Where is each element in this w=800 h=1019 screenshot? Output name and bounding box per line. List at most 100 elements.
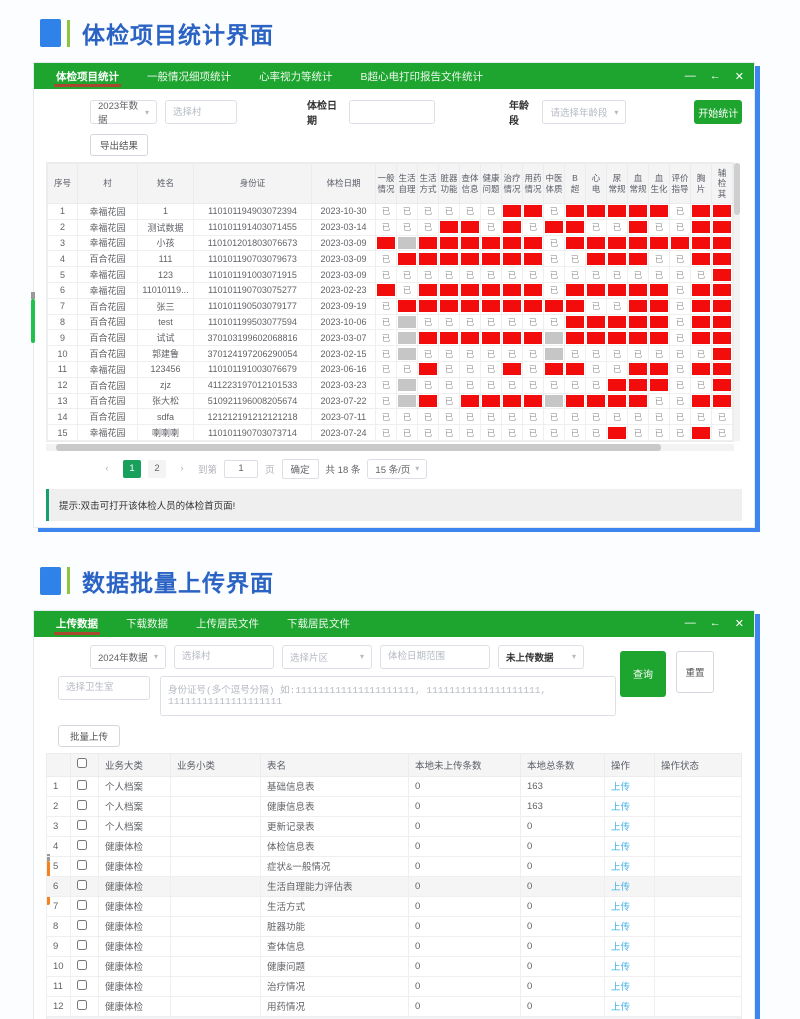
row-checkbox[interactable] xyxy=(77,799,87,810)
table-row[interactable]: 12 百合花园 zjz 411223197012101533 2023-03-23 已已已… xyxy=(47,376,733,394)
upload-link[interactable]: 上传 xyxy=(611,782,631,794)
missing-red-block xyxy=(419,363,437,376)
exam-date-range-input[interactable] xyxy=(380,644,490,669)
panel2-tab-3[interactable]: 下载居民文件 xyxy=(287,618,350,631)
row-checkbox[interactable] xyxy=(77,899,87,910)
goto-page-input[interactable] xyxy=(224,459,259,478)
table-row[interactable]: 1 幸福花园 1 110101194903072394 2023-10-30 已已已已已已… xyxy=(47,203,733,220)
exam-statistics-panel: 体检项目统计 一般情况细项统计 心率视力等统计 B超心电打印报告文件统计 — ← ✕ … xyxy=(31,62,755,528)
close-icon[interactable]: ✕ xyxy=(734,70,744,83)
year-select[interactable]: 2023年数据 ▾ xyxy=(90,100,157,126)
area-select[interactable]: 选择片区 ▾ xyxy=(282,644,372,669)
table-row[interactable]: 3 幸福花园 小孩 110101201803076673 2023-03-09 已 xyxy=(47,234,733,252)
upload-link[interactable]: 上传 xyxy=(611,822,631,834)
minimize-icon[interactable]: — xyxy=(684,617,696,630)
next-page-icon[interactable]: › xyxy=(180,463,184,475)
row-checkbox[interactable] xyxy=(77,859,87,870)
row-checkbox[interactable] xyxy=(77,919,87,930)
table-row[interactable]: 8 百合花园 test 110101199503077594 2023-10-06 已已已… xyxy=(47,313,733,331)
table-row[interactable]: 6 幸福花园 11010119... 110101190703075277 2023-0… xyxy=(47,281,733,299)
age-range-select[interactable]: 请选择年龄段 ▾ xyxy=(542,100,627,124)
table-row[interactable]: 9 百合花园 试试 370103199602068816 2023-03-07 已 已 xyxy=(47,329,733,347)
panel2-tab-0[interactable]: 上传数据 xyxy=(54,611,100,637)
row-checkbox[interactable] xyxy=(77,819,87,830)
row-checkbox[interactable] xyxy=(77,879,87,890)
village-input[interactable] xyxy=(174,644,274,669)
upload-link[interactable]: 上传 xyxy=(611,982,631,994)
status-cell: 已 xyxy=(480,376,502,394)
year-select[interactable]: 2024年数据 ▾ xyxy=(90,644,166,669)
back-arrow-icon[interactable]: ← xyxy=(709,617,721,630)
cell-village: 百合花园 xyxy=(77,376,138,394)
upload-link[interactable]: 上传 xyxy=(611,842,631,854)
start-statistics-button[interactable]: 开始统计 xyxy=(694,100,742,124)
cell-no: 4 xyxy=(47,250,78,268)
table-row[interactable]: 5 幸福花园 123 110101191003071915 2023-03-09 已已已已… xyxy=(47,266,733,283)
row-checkbox[interactable] xyxy=(77,839,87,850)
missing-red-block xyxy=(377,236,395,249)
table-row[interactable]: 14 百合花园 sdfa 121212191212121218 2023-07-11 已已… xyxy=(47,408,733,426)
table-row[interactable]: 11 幸福花园 123456 110101191003076679 2023-06-16… xyxy=(47,360,733,378)
table-row[interactable]: 15 幸福花园 喇喇喇 110101190703073714 2023-07-24 已已已… xyxy=(47,424,733,441)
prev-page-icon[interactable]: ‹ xyxy=(105,463,109,475)
id-numbers-textarea[interactable] xyxy=(160,675,616,716)
row-checkbox[interactable] xyxy=(77,979,87,990)
status-cell xyxy=(711,234,733,252)
upload-link[interactable]: 上传 xyxy=(611,1002,631,1014)
panel2-tab-1[interactable]: 下载数据 xyxy=(126,618,168,631)
table-row[interactable]: 13 百合花园 张大松 510921196008205674 2023-07-22 已已已… xyxy=(47,392,733,410)
exam-date-input[interactable] xyxy=(348,100,435,124)
cell-date: 2023-10-30 xyxy=(311,203,376,220)
status-cell: 已 xyxy=(480,408,502,426)
query-button[interactable]: 查询 xyxy=(620,650,666,697)
row-checkbox[interactable] xyxy=(77,939,87,950)
panel1-tab-0[interactable]: 体检项目统计 xyxy=(54,63,121,89)
minimize-icon[interactable]: — xyxy=(684,69,696,82)
table-row[interactable]: 10 百合花园 郭建鲁 370124197206290054 2023-02-15 已已已… xyxy=(47,345,733,362)
cell-not-uploaded: 0 xyxy=(408,935,521,957)
upload-link[interactable]: 上传 xyxy=(611,922,631,934)
panel1-scroll-indicator[interactable] xyxy=(31,292,35,343)
panel1-tab-2[interactable]: 心率视力等统计 xyxy=(259,70,333,83)
upload-link[interactable]: 上传 xyxy=(611,862,631,874)
upload-link[interactable]: 上传 xyxy=(611,802,631,814)
select-all-checkbox[interactable] xyxy=(77,758,87,769)
done-glyph: 已 xyxy=(591,301,601,312)
cell-no: 10 xyxy=(47,345,78,362)
cell-total: 0 xyxy=(520,955,605,977)
export-results-button[interactable]: 导出结果 xyxy=(90,134,148,156)
page-number-1[interactable]: 1 xyxy=(123,459,141,478)
close-icon[interactable]: ✕ xyxy=(734,618,744,631)
page-number-2[interactable]: 2 xyxy=(148,459,166,478)
status-cell xyxy=(501,392,523,410)
upload-state-select[interactable]: 未上传数据 ▾ xyxy=(498,644,584,669)
row-checkbox[interactable] xyxy=(77,779,87,790)
back-arrow-icon[interactable]: ← xyxy=(709,69,721,82)
reset-button[interactable]: 重置 xyxy=(676,650,714,693)
vertical-scrollbar[interactable] xyxy=(734,163,740,441)
village-input[interactable] xyxy=(164,100,237,124)
upload-link[interactable]: 上传 xyxy=(611,942,631,954)
done-glyph: 已 xyxy=(381,253,391,264)
upload-link[interactable]: 上传 xyxy=(611,882,631,894)
upload-link[interactable]: 上传 xyxy=(611,962,631,974)
upload-link[interactable]: 上传 xyxy=(611,902,631,914)
status-cell xyxy=(501,297,523,315)
missing-red-block xyxy=(650,205,668,218)
row-checkbox[interactable] xyxy=(77,999,87,1010)
status-cell: 已 xyxy=(522,408,544,426)
per-page-select[interactable]: 15 条/页 ▾ xyxy=(367,458,428,479)
panel1-tab-1[interactable]: 一般情况细项统计 xyxy=(147,70,231,83)
batch-upload-button[interactable]: 批量上传 xyxy=(58,724,120,747)
table-row[interactable]: 4 百合花园 111 110101190703079673 2023-03-09 已已已已… xyxy=(47,250,733,268)
table-row[interactable]: 2 幸福花园 测试数据 110101191403071455 2023-03-14 已已已… xyxy=(47,218,733,236)
status-cell xyxy=(627,234,649,252)
status-cell: 已 xyxy=(606,408,628,426)
panel1-tab-3[interactable]: B超心电打印报告文件统计 xyxy=(360,70,484,83)
horizontal-scrollbar[interactable] xyxy=(46,443,734,451)
confirm-page-button[interactable]: 确定 xyxy=(281,458,319,479)
clinic-input[interactable] xyxy=(58,675,150,700)
panel2-tab-2[interactable]: 上传居民文件 xyxy=(196,618,259,631)
row-checkbox[interactable] xyxy=(77,959,87,970)
table-row[interactable]: 7 百合花园 张三 110101190503079177 2023-09-19 已已已已 xyxy=(47,297,733,315)
